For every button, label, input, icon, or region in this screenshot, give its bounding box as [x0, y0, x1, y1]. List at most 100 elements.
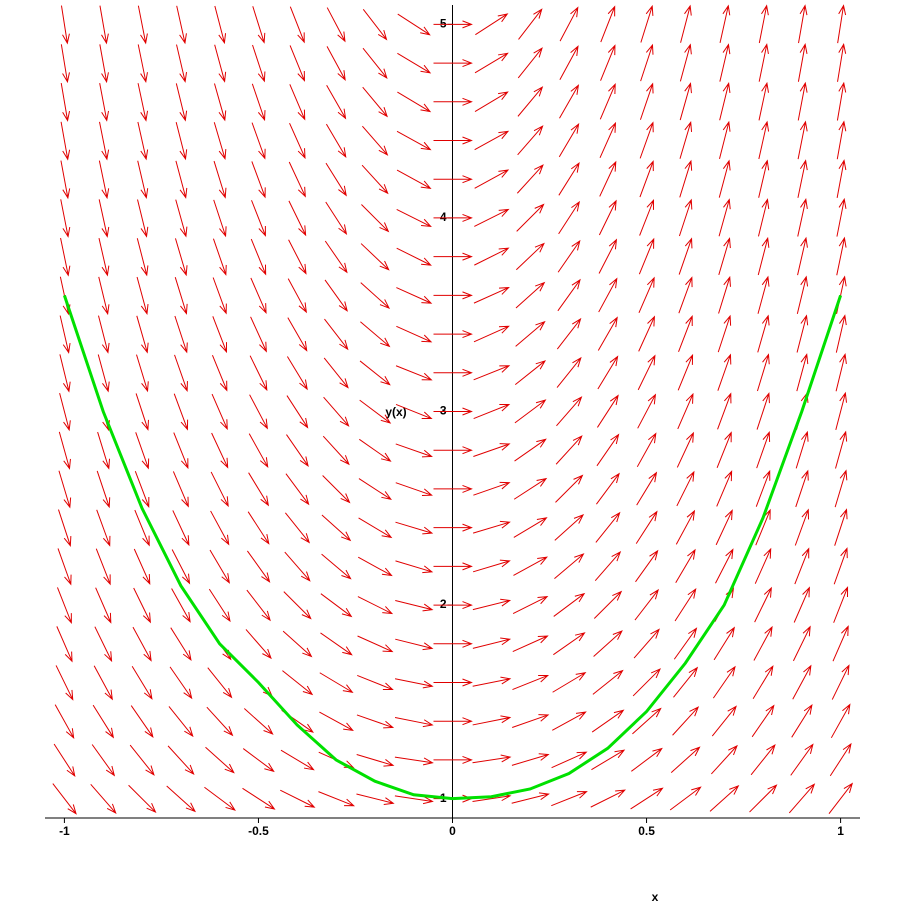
- field-arrow: [137, 121, 149, 161]
- field-arrow: [97, 354, 110, 393]
- field-arrow: [172, 471, 189, 508]
- field-arrow: [474, 130, 510, 151]
- field-arrow: [395, 403, 433, 420]
- field-arrow: [717, 353, 732, 391]
- field-arrow: [251, 122, 266, 160]
- field-arrow: [174, 238, 188, 277]
- field-arrow: [433, 330, 473, 339]
- field-arrow: [93, 665, 113, 701]
- field-arrow: [552, 711, 587, 731]
- field-arrow: [284, 551, 311, 582]
- field-arrow: [678, 276, 693, 314]
- field-arrow: [356, 714, 395, 729]
- field-arrow: [757, 198, 770, 237]
- field-arrow: [472, 676, 512, 687]
- field-arrow: [797, 120, 808, 160]
- field-arrow: [173, 432, 189, 470]
- field-arrow: [166, 785, 196, 813]
- field-arrow: [357, 556, 393, 577]
- field-arrow: [131, 666, 153, 700]
- field-arrow: [558, 200, 580, 235]
- field-arrow: [756, 353, 770, 392]
- field-arrow: [631, 747, 663, 772]
- field-arrow: [673, 627, 698, 660]
- field-arrow: [251, 200, 266, 237]
- field-arrow: [59, 315, 71, 354]
- field-arrow: [324, 318, 349, 351]
- field-arrow: [790, 743, 814, 776]
- field-arrow: [319, 711, 354, 732]
- field-arrow: [433, 601, 473, 610]
- field-arrow: [758, 43, 769, 82]
- field-arrow: [60, 199, 71, 238]
- field-arrow: [798, 4, 808, 44]
- field-arrow: [136, 354, 149, 393]
- field-arrow: [674, 587, 697, 622]
- field-arrow: [719, 120, 731, 160]
- field-arrow: [512, 674, 550, 691]
- field-arrow: [514, 360, 547, 386]
- field-arrow: [758, 4, 769, 44]
- field-arrow: [719, 81, 731, 121]
- field-arrow: [558, 161, 580, 196]
- field-arrow: [59, 392, 71, 432]
- field-arrow: [60, 44, 70, 84]
- field-arrow: [716, 470, 733, 507]
- field-arrow: [757, 314, 770, 353]
- field-arrow: [473, 403, 511, 420]
- field-arrow: [796, 353, 809, 392]
- field-arrow: [596, 472, 620, 505]
- field-arrow: [397, 91, 432, 113]
- field-arrow: [556, 396, 583, 427]
- field-arrow: [835, 352, 847, 392]
- field-arrow: [280, 789, 316, 808]
- field-arrow: [513, 477, 548, 500]
- field-arrow: [356, 793, 395, 805]
- field-arrow: [395, 521, 434, 535]
- field-arrow: [638, 315, 655, 352]
- field-arrow: [512, 714, 550, 728]
- field-arrow: [394, 756, 434, 766]
- field-arrow: [288, 161, 306, 198]
- field-arrow: [395, 443, 433, 458]
- y-tick-label: 3: [440, 404, 447, 418]
- field-arrow: [551, 751, 588, 769]
- field-arrow: [677, 392, 694, 430]
- field-arrow: [797, 43, 808, 82]
- field-arrow: [796, 314, 809, 353]
- field-arrow: [359, 438, 392, 462]
- field-arrow: [357, 635, 394, 653]
- field-arrow: [98, 276, 110, 316]
- field-arrow: [788, 783, 816, 814]
- field-arrow: [751, 704, 775, 738]
- field-arrow: [678, 237, 693, 275]
- field-arrow: [98, 199, 110, 238]
- field-arrow: [433, 755, 473, 764]
- field-arrow: [679, 82, 692, 121]
- field-arrow: [362, 47, 388, 79]
- field-arrow: [211, 355, 228, 392]
- field-arrow: [173, 393, 189, 431]
- field-arrow: [794, 508, 809, 546]
- field-arrow: [175, 83, 188, 122]
- field-arrow: [514, 438, 547, 462]
- field-arrow: [474, 208, 510, 227]
- field-arrow: [287, 278, 307, 314]
- field-arrow: [325, 123, 347, 159]
- field-arrow: [247, 511, 270, 545]
- field-arrow: [362, 86, 388, 118]
- field-arrow: [135, 432, 150, 470]
- field-arrow: [433, 291, 473, 300]
- field-arrow: [752, 665, 774, 699]
- field-arrow: [174, 315, 188, 354]
- field-arrow: [288, 239, 307, 275]
- field-arrow: [99, 44, 109, 84]
- field-arrow: [132, 626, 152, 662]
- field-arrow: [134, 509, 150, 547]
- field-arrow: [595, 511, 621, 543]
- field-arrow: [289, 45, 305, 82]
- field-arrow: [513, 556, 548, 576]
- field-arrow: [60, 82, 71, 122]
- field-arrow: [795, 469, 809, 508]
- field-arrow: [283, 591, 312, 620]
